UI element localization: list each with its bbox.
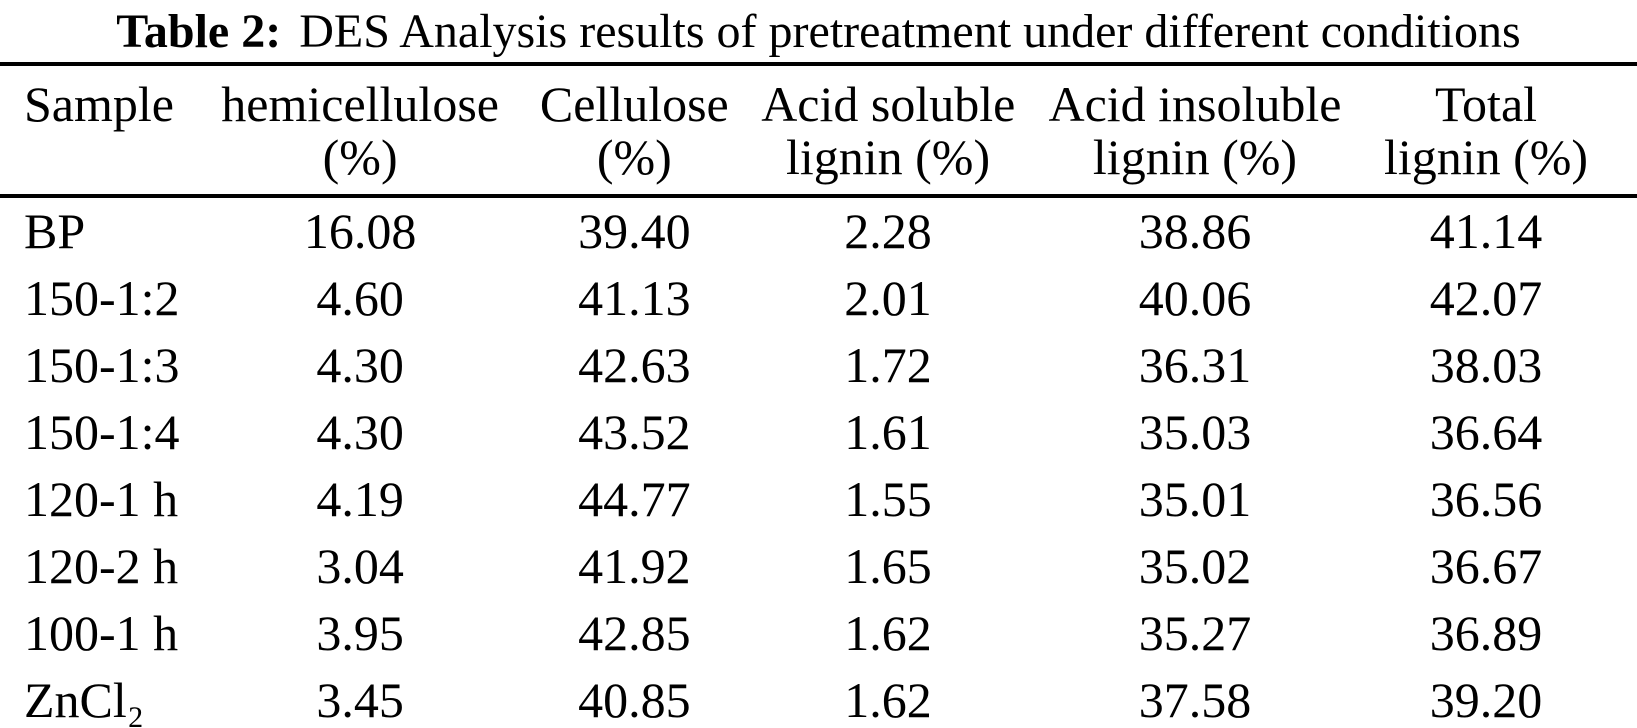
column-header-line2: lignin (%) — [785, 129, 991, 185]
header-row: Sample hemicellulose (%) Cellulose (%) Acid s… — [0, 64, 1637, 196]
value-cell: 2.28 — [844, 203, 932, 259]
column-header-line1: Sample — [24, 76, 174, 132]
table-row: 150-1:3 4.30 42.63 1.72 36.31 38.03 — [0, 332, 1637, 399]
column-header-acid-soluble-lignin: Acid soluble lignin (%) — [761, 64, 1015, 196]
column-header-hemicellulose: hemicellulose (%) — [213, 64, 508, 196]
value-cell: 42.07 — [1429, 270, 1543, 326]
value-cell: 39.40 — [578, 203, 691, 259]
column-header-line2: (%) — [322, 129, 398, 185]
value-cell: 4.30 — [316, 337, 404, 393]
table-row: 150-1:4 4.30 43.52 1.61 35.03 36.64 — [0, 399, 1637, 466]
value-cell: 36.67 — [1429, 538, 1543, 594]
value-cell: 1.65 — [844, 538, 932, 594]
value-cell: 41.92 — [578, 538, 691, 594]
column-header-line1: hemicellulose — [221, 76, 499, 132]
sample-cell: 150-1:2 — [24, 270, 180, 326]
sample-cell: BP — [24, 203, 86, 259]
value-cell: 3.04 — [316, 538, 404, 594]
table-caption: Table 2: DES Analysis results of pretrea… — [0, 0, 1637, 62]
value-cell: 35.01 — [1138, 471, 1252, 527]
value-cell: 41.14 — [1429, 203, 1543, 259]
sample-cell: 150-1:3 — [24, 337, 180, 393]
column-header-line2: lignin (%) — [1092, 129, 1298, 185]
column-header-line2 — [24, 131, 213, 184]
value-cell: 1.55 — [844, 471, 932, 527]
des-analysis-table: Sample hemicellulose (%) Cellulose (%) Acid s… — [0, 62, 1637, 728]
table-body: BP 16.08 39.40 2.28 38.86 41.14 150-1:2 4.60 41.… — [0, 196, 1637, 728]
column-header-line1: Acid insoluble — [1048, 76, 1342, 132]
value-cell: 1.61 — [844, 404, 932, 460]
value-cell: 2.01 — [844, 270, 932, 326]
value-cell: 35.02 — [1138, 538, 1252, 594]
sample-cell: 100-1 h — [24, 605, 179, 661]
value-cell: 44.77 — [578, 471, 691, 527]
sample-cell: 120-1 h — [24, 471, 179, 527]
value-cell: 1.62 — [844, 672, 932, 728]
sample-cell: ZnCl₂ — [24, 672, 145, 728]
value-cell: 36.56 — [1429, 471, 1543, 527]
value-cell: 4.19 — [316, 471, 404, 527]
table-row: BP 16.08 39.40 2.28 38.86 41.14 — [0, 196, 1637, 265]
table-row: 150-1:2 4.60 41.13 2.01 40.06 42.07 — [0, 265, 1637, 332]
column-header-cellulose: Cellulose (%) — [507, 64, 761, 196]
table-row: 120-2 h 3.04 41.92 1.65 35.02 36.67 — [0, 533, 1637, 600]
column-header-line1: Acid soluble — [761, 76, 1016, 132]
table-row: 120-1 h 4.19 44.77 1.55 35.01 36.56 — [0, 466, 1637, 533]
value-cell: 1.62 — [844, 605, 932, 661]
value-cell: 16.08 — [303, 203, 417, 259]
column-header-acid-insoluble-lignin: Acid insoluble lignin (%) — [1015, 64, 1375, 196]
value-cell: 42.85 — [578, 605, 691, 661]
column-header-line1: Total — [1435, 76, 1538, 132]
value-cell: 37.58 — [1138, 672, 1252, 728]
value-cell: 38.03 — [1429, 337, 1543, 393]
table-caption-text: DES Analysis results of pretreatment und… — [299, 4, 1521, 58]
column-header-line1: Cellulose — [539, 76, 729, 132]
sample-cell: 120-2 h — [24, 538, 179, 594]
value-cell: 3.45 — [316, 672, 404, 728]
value-cell: 36.89 — [1429, 605, 1543, 661]
table-row: ZnCl₂ 3.45 40.85 1.62 37.58 39.20 — [0, 667, 1637, 728]
value-cell: 35.03 — [1138, 404, 1252, 460]
table-caption-label: Table 2: — [116, 4, 282, 58]
value-cell: 41.13 — [578, 270, 691, 326]
table-row: 100-1 h 3.95 42.85 1.62 35.27 36.89 — [0, 600, 1637, 667]
value-cell: 42.63 — [578, 337, 691, 393]
column-header-line2: (%) — [596, 129, 672, 185]
sample-cell: 150-1:4 — [24, 404, 180, 460]
value-cell: 1.72 — [844, 337, 932, 393]
value-cell: 40.06 — [1138, 270, 1252, 326]
value-cell: 36.64 — [1429, 404, 1543, 460]
value-cell: 4.30 — [316, 404, 404, 460]
column-header-sample: Sample — [0, 64, 213, 196]
value-cell: 40.85 — [578, 672, 691, 728]
value-cell: 38.86 — [1138, 203, 1252, 259]
value-cell: 4.60 — [316, 270, 404, 326]
value-cell: 39.20 — [1429, 672, 1543, 728]
value-cell: 43.52 — [578, 404, 691, 460]
column-header-total-lignin: Total lignin (%) — [1375, 64, 1637, 196]
value-cell: 3.95 — [316, 605, 404, 661]
value-cell: 35.27 — [1138, 605, 1252, 661]
value-cell: 36.31 — [1138, 337, 1252, 393]
table-header: Sample hemicellulose (%) Cellulose (%) Acid s… — [0, 64, 1637, 196]
column-header-line2: lignin (%) — [1383, 129, 1589, 185]
